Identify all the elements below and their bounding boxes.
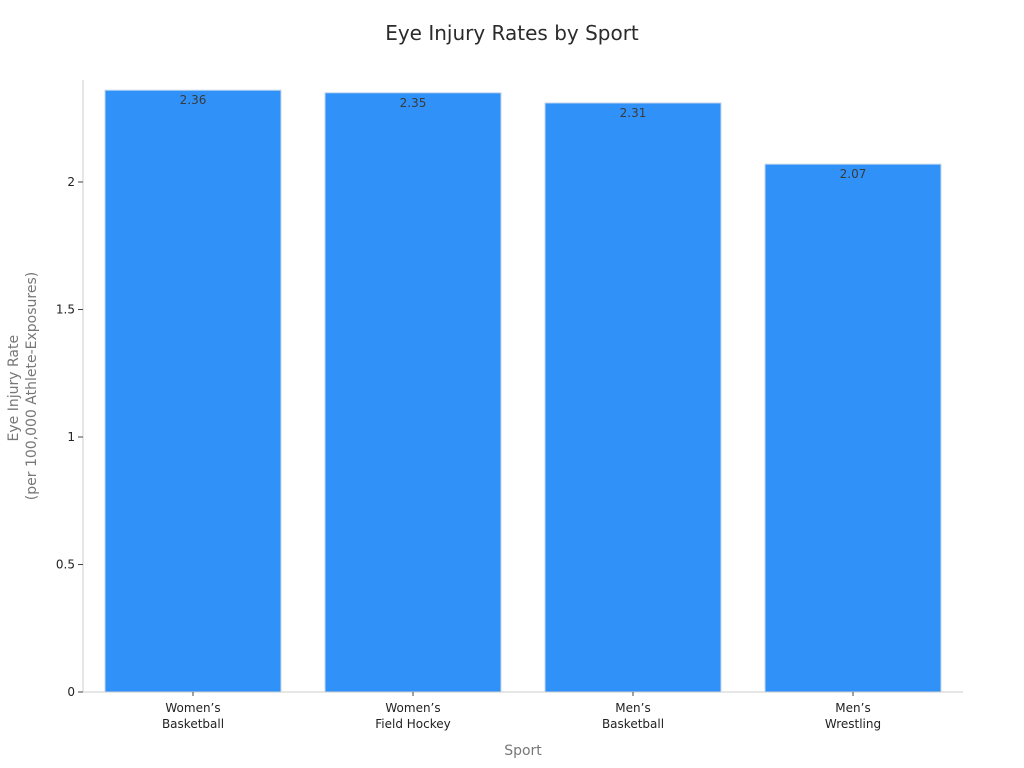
x-tick-label-2-line-0: Men’s [615,701,650,715]
data-label-3: 2.07 [840,167,867,181]
x-ticks-layer: Women’s Basketball Women’s Field Hockey Men’… [162,692,881,731]
svg-text:Eye Injury Rate (per 100: Eye Injury Rate (per 100,000 Athlete-Exp… [6,272,40,500]
x-tick-label-1-line-1: Field Hockey [375,717,450,731]
x-tick-label-3: Men’s Wrestling [825,701,881,731]
x-tick-label-0-line-0: Women’s [165,701,220,715]
x-tick-label-0-line-1: Basketball [162,717,224,731]
y-ticks-layer: 0 0.5 1 1.5 2 [56,175,83,699]
x-tick-label-2: Men’s Basketball [602,701,664,731]
y-axis-title: Eye Injury Rate (per 100,000 Athlete-Exp… [6,272,40,500]
bar-0 [104,89,282,693]
y-tick-label-4: 2 [67,175,75,189]
y-tick-label-0: 0 [67,685,75,699]
y-axis-title-line-2: (per 100,000 Athlete-Exposures) [24,272,40,500]
chart-title: Eye Injury Rates by Sport [385,21,639,45]
bar-1 [324,92,502,693]
bars-layer [104,89,942,693]
x-tick-label-1-line-0: Women’s [385,701,440,715]
bar-3 [764,163,942,693]
x-tick-label-3-line-0: Men’s [835,701,870,715]
x-tick-label-0: Women’s Basketball [162,701,224,731]
data-labels-layer: 2.36 2.35 2.31 2.07 [180,93,867,181]
y-tick-label-3: 1.5 [56,303,75,317]
bar-2 [544,102,722,693]
data-label-2: 2.31 [620,106,647,120]
x-axis-title: Sport [504,743,542,759]
y-axis-title-line-1: Eye Injury Rate [6,335,22,442]
x-tick-label-1: Women’s Field Hockey [375,701,450,731]
x-tick-label-2-line-1: Basketball [602,717,664,731]
x-tick-label-3-line-1: Wrestling [825,717,881,731]
y-tick-label-1: 0.5 [56,558,75,572]
data-label-1: 2.35 [400,96,427,110]
y-tick-label-2: 1 [67,430,75,444]
data-label-0: 2.36 [180,93,207,107]
plot-area: 2.36 2.35 2.31 2.07 0 0.5 1 1.5 2 Women’s Basket… [56,80,963,731]
